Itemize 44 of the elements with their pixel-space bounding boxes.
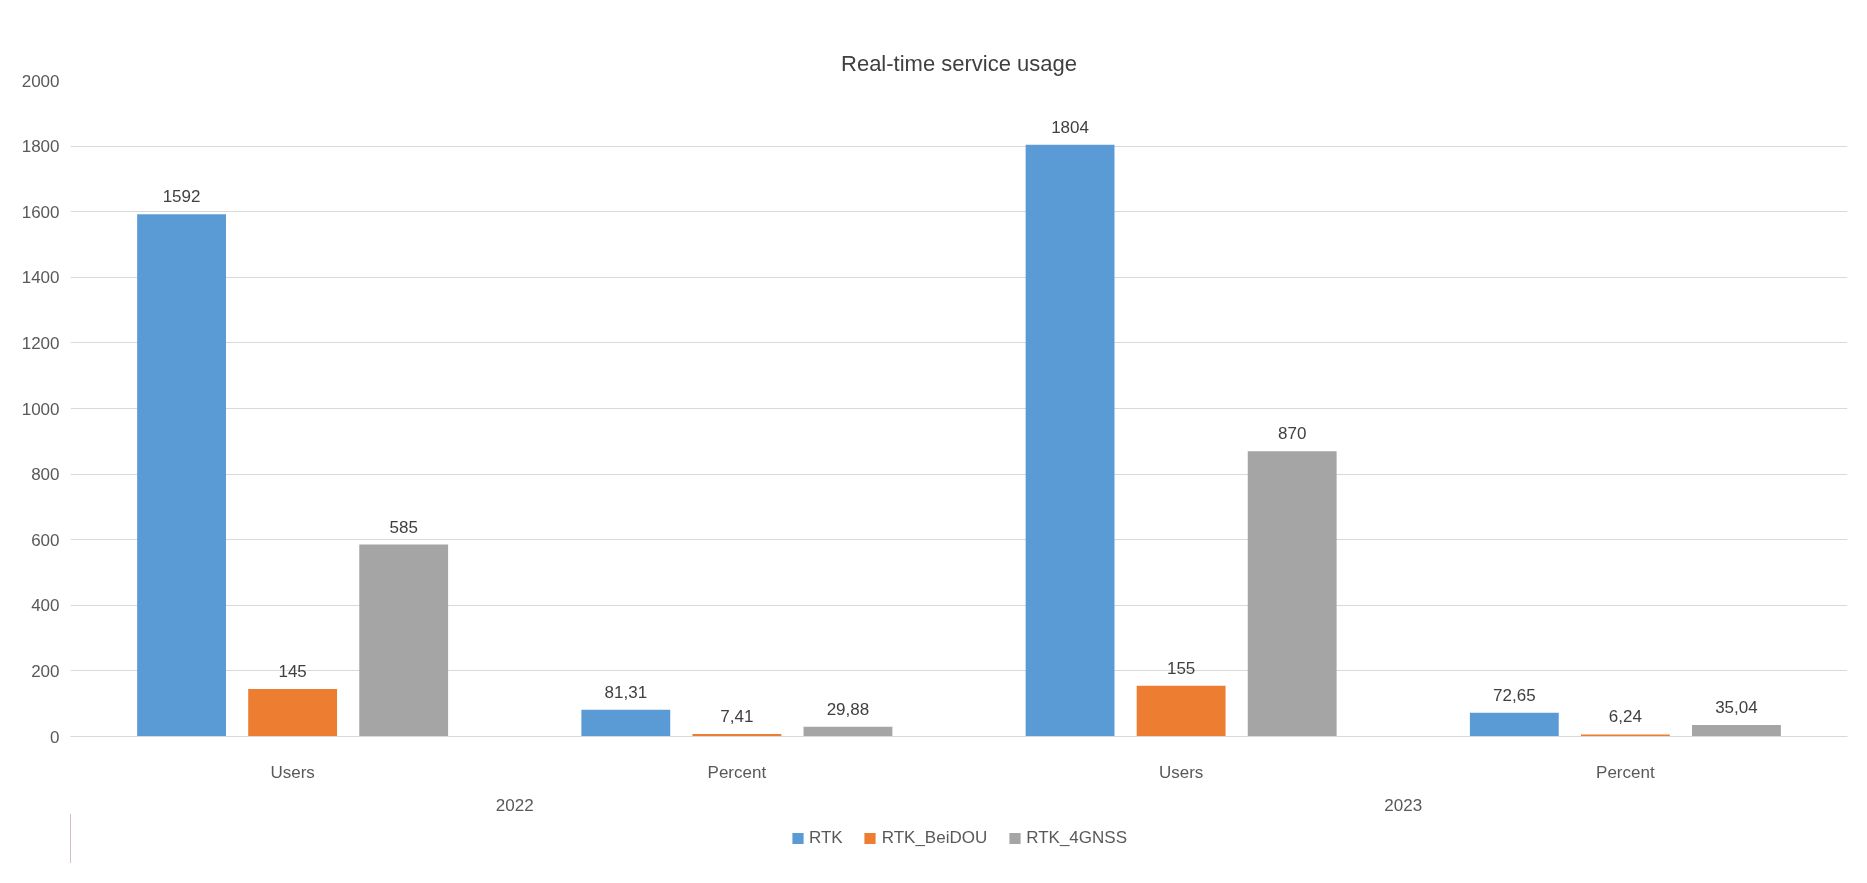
data-label: 1804 <box>1051 117 1089 137</box>
legend-label: RTK_BeiDOU <box>881 828 988 848</box>
y-tick-label: 1400 <box>21 268 60 288</box>
y-tick-label: 400 <box>31 596 60 616</box>
data-label: 870 <box>1278 424 1307 444</box>
y-tick-label: 0 <box>50 727 60 747</box>
y-tick-label: 800 <box>31 465 60 485</box>
legend-label: RTK <box>809 828 843 848</box>
data-label: 585 <box>389 517 418 537</box>
bar <box>1136 685 1226 737</box>
y-tick-label: 1000 <box>21 399 60 419</box>
bar <box>1025 144 1115 737</box>
text: 2023 <box>1384 795 1423 815</box>
data-label: 29,88 <box>826 699 870 719</box>
y-tick-label: 600 <box>31 530 60 550</box>
y-tick-label: 1200 <box>21 333 60 353</box>
bar <box>1469 712 1559 737</box>
y-tick-label: 2000 <box>21 71 60 91</box>
data-label: 6,24 <box>1608 707 1642 727</box>
bar <box>1247 451 1337 737</box>
chart-title: Real-time service usage <box>841 50 1077 76</box>
bar <box>803 726 893 737</box>
bar <box>1580 734 1670 737</box>
bar <box>137 214 226 737</box>
bar <box>248 688 338 737</box>
legend-label: RTK_4GNSS <box>1026 828 1127 848</box>
bar <box>359 544 449 737</box>
x-tick-label: Users <box>1158 762 1204 782</box>
bar <box>1692 725 1781 737</box>
text: 2022 <box>495 795 534 815</box>
x-tick-label: Percent <box>707 762 767 782</box>
data-label: 35,04 <box>1715 698 1758 718</box>
data-label: 7,41 <box>720 707 754 727</box>
x-tick-label: Percent <box>1596 762 1655 782</box>
data-label: 72,65 <box>1493 685 1536 705</box>
data-label: 155 <box>1166 658 1196 678</box>
y-tick-label: 200 <box>31 661 60 681</box>
data-label: 81,31 <box>604 682 648 702</box>
bar <box>581 709 671 737</box>
y-tick-label: 1600 <box>21 202 60 222</box>
x-tick-label: Users <box>270 762 315 782</box>
data-label: 1592 <box>162 187 201 207</box>
data-label: 145 <box>278 661 307 681</box>
y-tick-label: 1800 <box>21 137 60 157</box>
